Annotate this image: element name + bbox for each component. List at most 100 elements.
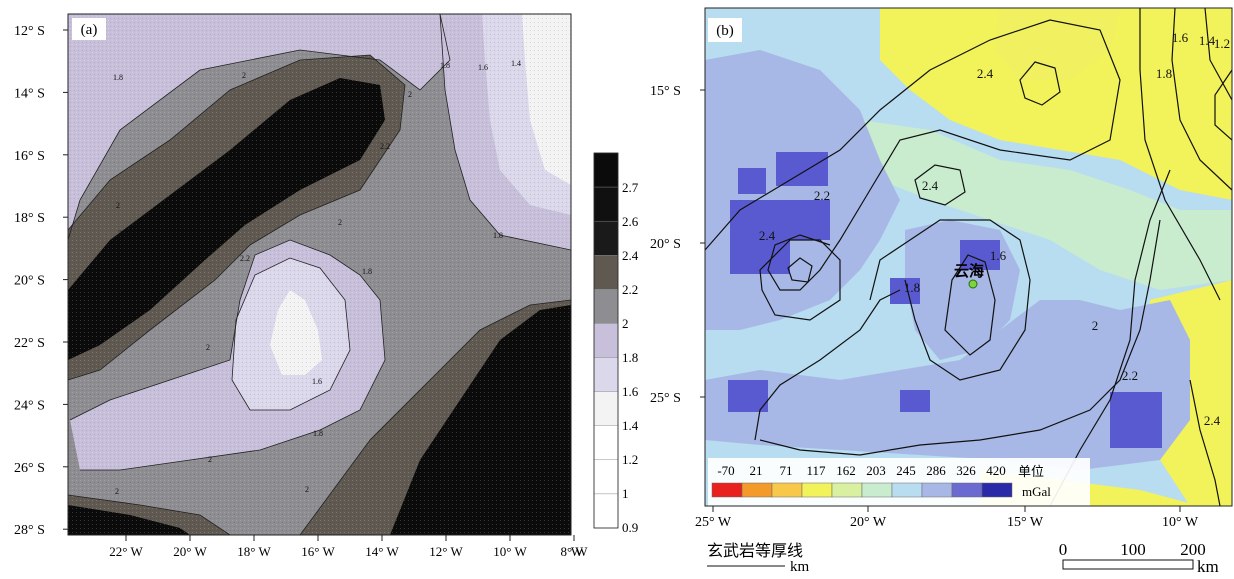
footer-left-unit: km xyxy=(790,559,810,574)
contour-label: 1.8 xyxy=(493,231,503,240)
contour-label: 2 xyxy=(305,485,309,494)
y-tick-label: 12° S xyxy=(14,24,45,39)
x-tick-label: 8° W xyxy=(561,544,589,559)
contour-label: 2.4 xyxy=(977,66,994,81)
scale-label: 100 xyxy=(1120,540,1146,559)
legend-swatch xyxy=(711,482,743,498)
x-tick-suffix: W xyxy=(571,544,584,559)
legend-swatch xyxy=(891,482,923,498)
y-tick-label: 24° S xyxy=(14,398,45,413)
contour-label: 2 xyxy=(115,487,119,496)
y-tick-label: 26° S xyxy=(14,461,45,476)
contour-label: 1.8 xyxy=(1156,66,1172,81)
panel-a-contour-labels: 1.8 2 2 1.8 1.6 1.4 2 2 2.2 2 2 1.8 1.8 2 1.6 2 1.8 2 2 2.2 xyxy=(113,59,521,496)
colorbar-swatch xyxy=(593,391,619,426)
x-tick-label: 20° W xyxy=(173,544,207,559)
y-tick-label: 15° S xyxy=(650,84,681,99)
legend-value: 245 xyxy=(896,463,916,478)
contour-label: 2.2 xyxy=(814,188,830,203)
contour-label: 1.4 xyxy=(511,59,521,68)
legend-swatch xyxy=(921,482,953,498)
panel-a-y-axis: 12° S 14° S 16° S 18° S 20° S 22° S 24° S 26° S… xyxy=(14,24,68,538)
colorbar-swatch xyxy=(593,220,619,256)
legend-value: 21 xyxy=(750,463,763,478)
colorbar-frame xyxy=(593,152,619,529)
colorbar-swatch xyxy=(593,357,619,392)
colorbar-label: 1.8 xyxy=(622,350,638,365)
contour-label: 1.8 xyxy=(362,267,372,276)
colorbar-label: 2.4 xyxy=(622,248,639,263)
contour-label: 1.2 xyxy=(1214,36,1230,51)
contour-label: 1.6 xyxy=(1172,30,1189,45)
legend-value: 286 xyxy=(926,463,946,478)
colorbar-label: 0.9 xyxy=(622,520,638,535)
y-tick-label: 14° S xyxy=(14,86,45,101)
legend-swatch xyxy=(771,482,803,498)
y-tick-label: 28° S xyxy=(14,523,45,538)
contour-label: 2 xyxy=(408,90,412,99)
colorbar-swatch xyxy=(593,152,619,188)
colorbar-label: 2.2 xyxy=(622,282,638,297)
x-tick-label: 22° W xyxy=(109,544,143,559)
panel-a-tag-bg xyxy=(72,18,106,40)
legend-value: 71 xyxy=(780,463,793,478)
x-tick-label: 18° W xyxy=(237,544,271,559)
contour-label: 2.4 xyxy=(922,178,939,193)
y-tick-label: 16° S xyxy=(14,149,45,164)
panel-b-frame xyxy=(704,7,1233,507)
contour-label: 2.4 xyxy=(1204,413,1221,428)
panel-b-x-axis: 25° W 20° W 15° W 10° W xyxy=(695,506,1199,530)
panel-a: (a) 1.8 221.8 1.6 1.4222.2221.81.821.621.82… xyxy=(14,13,639,559)
panel-b: (b) 云海 2.42.42.22.41.81.61.81.6 1.41.222.… xyxy=(650,7,1233,576)
panel-a-colorbar: 2.7 2.6 2.4 2.2 2 1.8 1.6 1.4 1.2 1 0.9 xyxy=(593,152,639,535)
contour-label: 1.6 xyxy=(312,377,322,386)
x-tick-label: 10° W xyxy=(1162,515,1199,530)
contour-label: 2 xyxy=(118,229,122,238)
colorbar-label: 1.4 xyxy=(622,418,639,433)
contour-label: 1.4 xyxy=(1199,33,1216,48)
colorbar-label: 1.6 xyxy=(622,384,639,399)
x-tick-label: 15° W xyxy=(1007,515,1044,530)
contour-label: 2.2 xyxy=(240,254,250,263)
panel-a-frame xyxy=(67,13,572,536)
place-marker-icon xyxy=(968,279,978,289)
panel-b-y-axis: 15° S 20° S 25° S xyxy=(650,84,705,406)
scale-bar-box xyxy=(1062,559,1194,570)
panel-a-map xyxy=(68,14,571,535)
x-tick-label: 20° W xyxy=(850,515,887,530)
contour-label: 2 xyxy=(242,71,246,80)
contour-label: 2 xyxy=(206,343,210,352)
contour-label: 2 xyxy=(1092,318,1099,333)
contour-label: 1.6 xyxy=(990,248,1007,263)
contour-label: 2.4 xyxy=(759,228,776,243)
contour-label: 2.2 xyxy=(1122,368,1138,383)
colorbar-label: 1.2 xyxy=(622,452,638,467)
place-name: 云海 xyxy=(954,262,984,280)
colorbar-label: 2.6 xyxy=(622,214,639,229)
panel-b-tag-bg xyxy=(708,18,742,42)
panel-b-legend: -70 21 71 117 162 203 245 286 326 420 单位 mGal xyxy=(711,463,1051,499)
legend-swatch xyxy=(741,482,773,498)
scale-label: 0 xyxy=(1059,540,1068,559)
x-tick-label: 14° W xyxy=(365,544,399,559)
contour-label: 1.8 xyxy=(904,280,920,295)
x-tick-label: 16° W xyxy=(301,544,335,559)
legend-value: 326 xyxy=(956,463,976,478)
x-tick-label: 12° W xyxy=(429,544,463,559)
y-tick-label: 25° S xyxy=(650,391,681,406)
contour-label: 1.8 xyxy=(440,61,450,70)
footer-left-label: 玄武岩等厚线 xyxy=(707,542,803,560)
panel-b-contour-labels: 2.4 2.4 2.2 2.4 1.8 1.6 1.8 1.6 1.41.2 2 2.2 2.4 xyxy=(759,30,1230,428)
contour-label: 2 xyxy=(338,218,342,227)
contour-label: 2 xyxy=(208,455,212,464)
legend-value: 162 xyxy=(836,463,856,478)
contour-label: 1.8 xyxy=(113,73,123,82)
panel-a-x-axis: 22° W 20° W 18° W 16° W 14° W 12° W 10° W 8° WW xyxy=(109,535,588,559)
legend-value: -70 xyxy=(717,463,734,478)
colorbar-label: 2 xyxy=(622,316,629,331)
scale-label: 200 xyxy=(1180,540,1206,559)
contour-label: 2.2 xyxy=(380,142,390,151)
contour-label: 1.6 xyxy=(478,63,488,72)
scale-unit: km xyxy=(1197,557,1219,574)
